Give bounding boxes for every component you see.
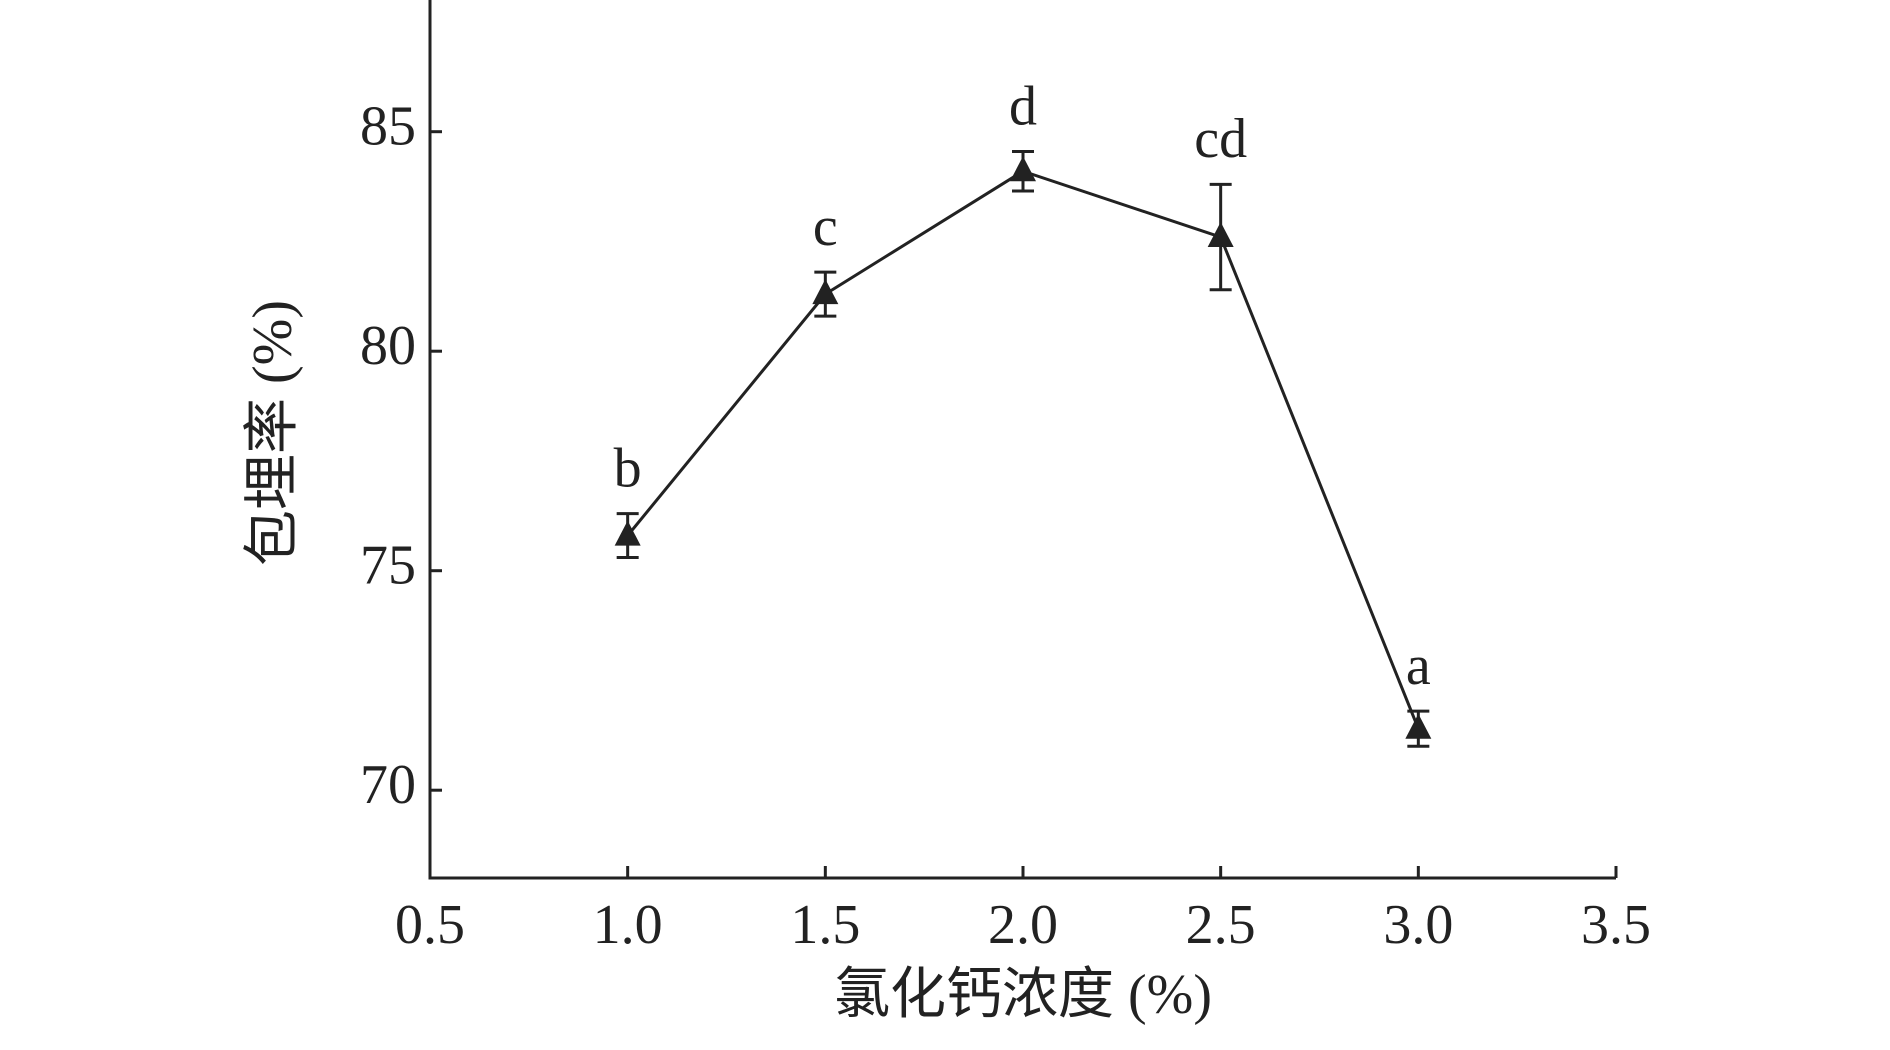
significance-label: cd xyxy=(1194,108,1247,170)
x-axis-label: 氯化钙浓度 (%) xyxy=(834,964,1212,1026)
significance-label: a xyxy=(1406,635,1431,697)
y-tick-label: 80 xyxy=(360,315,416,377)
significance-label: d xyxy=(1009,75,1037,137)
x-tick-label: 1.0 xyxy=(593,894,663,956)
x-tick-label: 3.5 xyxy=(1581,894,1651,956)
y-tick-label: 75 xyxy=(360,535,416,597)
y-axis-label: 包埋率 (%) xyxy=(242,300,304,566)
x-tick-label: 2.0 xyxy=(988,894,1058,956)
marker xyxy=(1207,222,1234,248)
series-line xyxy=(626,169,1420,730)
marker xyxy=(1010,156,1036,182)
y-tick-label: 85 xyxy=(360,96,416,158)
y-tick-label: 70 xyxy=(360,754,416,816)
marker xyxy=(1405,713,1432,739)
x-tick-label: 0.5 xyxy=(395,894,465,956)
x-tick-label: 2.5 xyxy=(1186,894,1256,956)
significance-label: b xyxy=(614,437,642,499)
marker xyxy=(614,520,641,546)
significance-label: c xyxy=(813,196,838,258)
x-tick-label: 1.5 xyxy=(790,894,860,956)
marker xyxy=(812,279,839,305)
x-tick-label: 3.0 xyxy=(1383,894,1453,956)
